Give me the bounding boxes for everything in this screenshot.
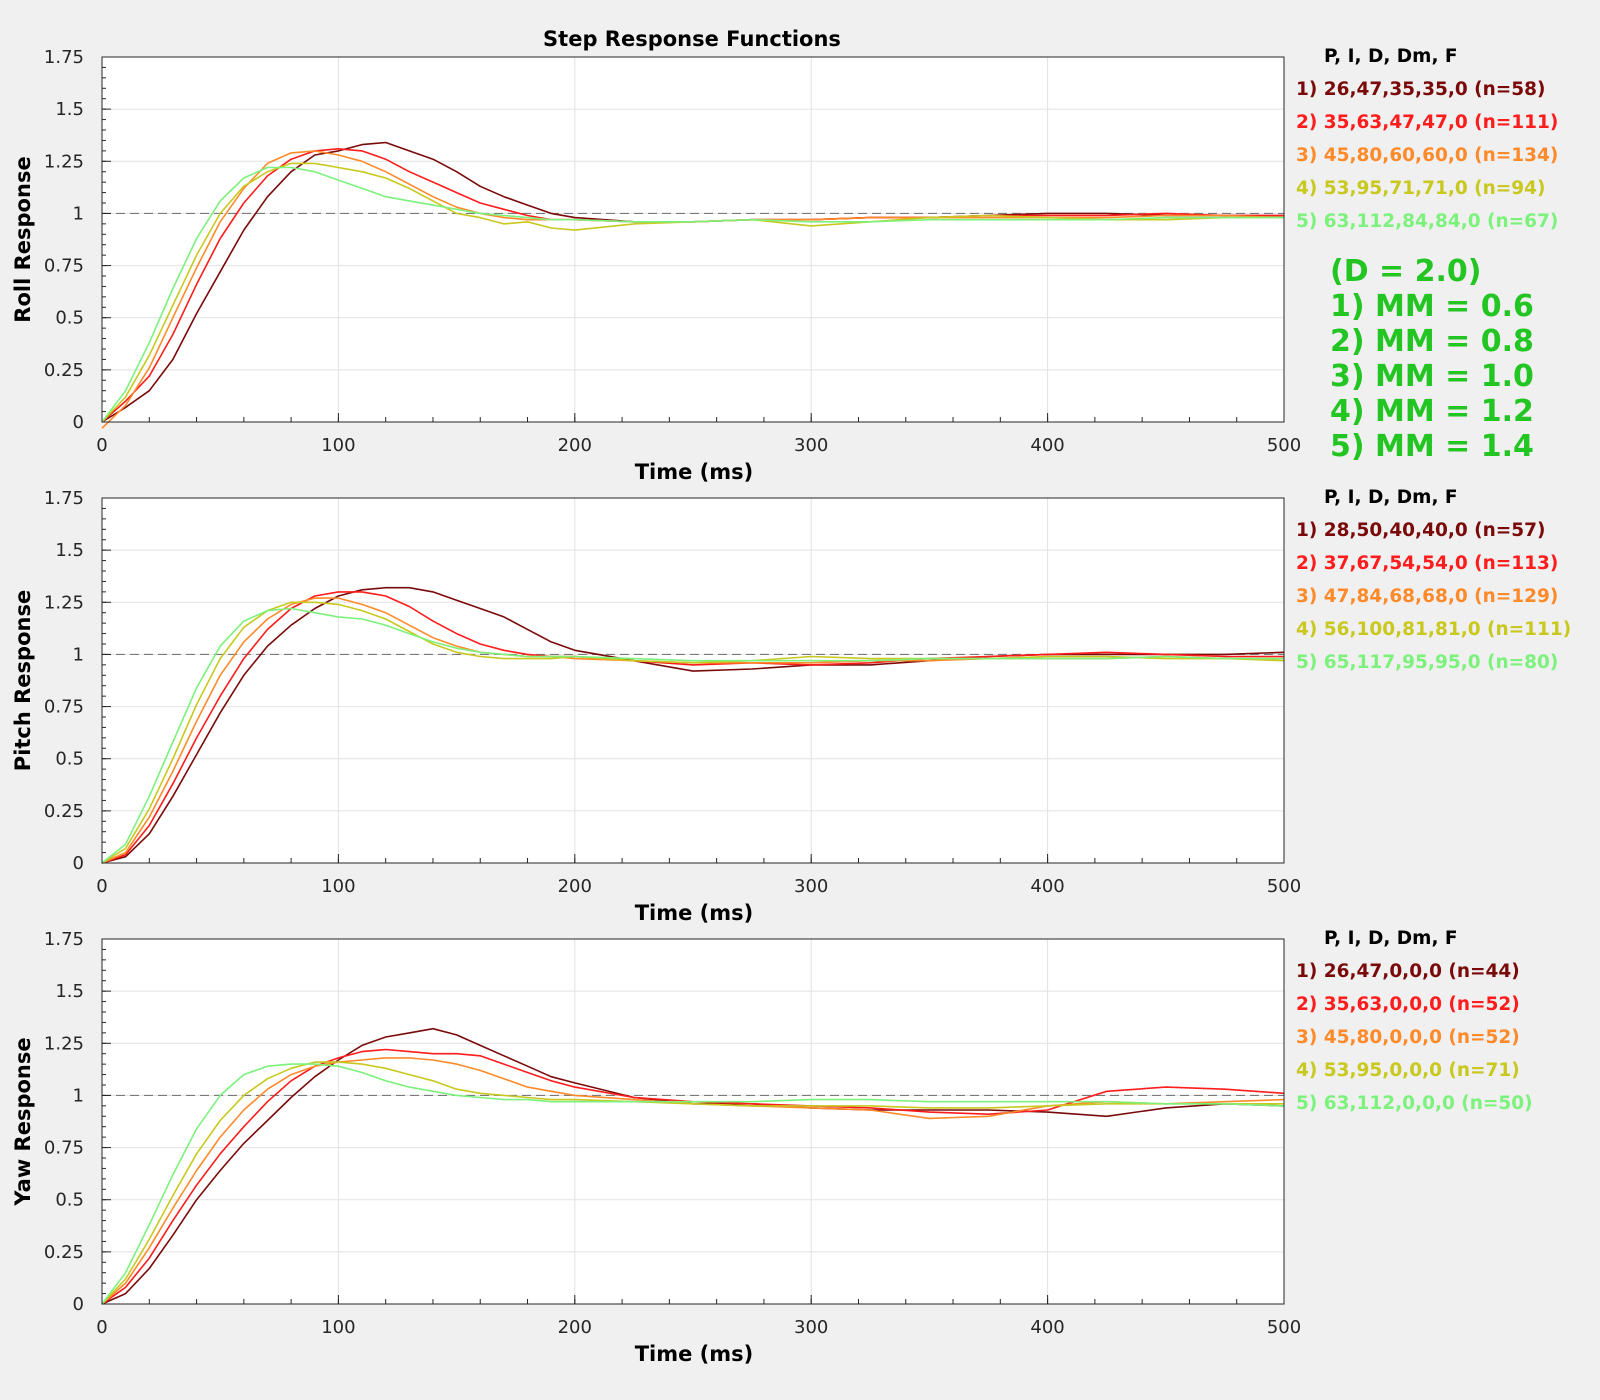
legend-pitch: P, I, D, Dm, F 1) 28,50,40,40,0 (n=57) 2… xyxy=(1296,481,1571,679)
note-line: 5) MM = 1.4 xyxy=(1330,429,1534,464)
x-axis-title: Time (ms) xyxy=(635,460,754,484)
x-tick-label: 0 xyxy=(96,1317,107,1338)
y-tick-label: 0.75 xyxy=(44,1138,84,1159)
y-tick-label: 1.25 xyxy=(44,151,84,172)
x-tick-label: 100 xyxy=(321,876,355,897)
legend-header: P, I, D, Dm, F xyxy=(1324,487,1458,508)
axes-frame xyxy=(101,938,1285,1305)
x-tick-label: 100 xyxy=(321,435,355,456)
series-line-2 xyxy=(101,1048,1285,1305)
series-line-5 xyxy=(101,607,1284,864)
y-tick-label: 1.75 xyxy=(44,488,84,509)
y-tick-label: 0.25 xyxy=(44,360,84,381)
axes-frame xyxy=(101,497,1285,864)
y-tick-label: 1.5 xyxy=(55,981,84,1002)
x-tick-label: 200 xyxy=(558,876,592,897)
y-tick-label: 0.25 xyxy=(44,801,84,822)
x-tick-label: 0 xyxy=(96,876,107,897)
series-line-3 xyxy=(101,1057,1285,1305)
legend-entry: 3) 45,80,0,0,0 (n=52) xyxy=(1296,1027,1520,1048)
x-tick-label: 500 xyxy=(1267,1317,1301,1338)
legend-header: P, I, D, Dm, F xyxy=(1324,46,1458,67)
y-tick-label: 0.25 xyxy=(44,1242,84,1263)
series-line-2 xyxy=(101,591,1284,864)
legend-header: P, I, D, Dm, F xyxy=(1324,928,1458,949)
x-tick-label: 300 xyxy=(794,435,828,456)
y-tick-label: 0.75 xyxy=(44,697,84,718)
figure-title: Step Response Functions xyxy=(543,27,841,51)
plot-area xyxy=(102,498,1284,863)
legend-entry: 5) 63,112,0,0,0 (n=50) xyxy=(1296,1093,1533,1114)
note-line: 3) MM = 1.0 xyxy=(1330,359,1534,394)
y-tick-label: 0.75 xyxy=(44,256,84,277)
x-axis-title: Time (ms) xyxy=(635,1342,754,1366)
note-line: 2) MM = 0.8 xyxy=(1330,324,1534,359)
yaw-chart: 0 100 200 300 400 500 0 0.25 0.5 0.75 1 1.25 1.5 1.75… xyxy=(11,929,1301,1366)
series-line-4 xyxy=(101,162,1284,423)
x-tick-label: 200 xyxy=(558,1317,592,1338)
x-axis-title: Time (ms) xyxy=(635,901,754,925)
legend-entry: 2) 35,63,0,0,0 (n=52) xyxy=(1296,994,1520,1015)
x-tick-label: 100 xyxy=(321,1317,355,1338)
legend-entry: 1) 26,47,35,35,0 (n=58) xyxy=(1296,79,1546,100)
legend-entry: 1) 26,47,0,0,0 (n=44) xyxy=(1296,961,1520,982)
y-tick-label: 1.75 xyxy=(44,47,84,68)
legend-entry: 1) 28,50,40,40,0 (n=57) xyxy=(1296,520,1546,541)
note-line: 4) MM = 1.2 xyxy=(1330,394,1534,429)
annotation-note: (D = 2.0) 1) MM = 0.6 2) MM = 0.8 3) MM … xyxy=(1330,254,1534,464)
plot-area xyxy=(102,939,1284,1304)
series-line-4 xyxy=(101,1061,1284,1305)
y-axis-title: Roll Response xyxy=(11,156,35,322)
note-line: (D = 2.0) xyxy=(1330,254,1482,289)
roll-chart: 0 100 200 300 400 500 0 0.25 0.5 0.75 1 1.25 1.5 1.75… xyxy=(11,47,1301,484)
pitch-chart: 0 100 200 300 400 500 0 0.25 0.5 0.75 1 1.25 1.5 1.75… xyxy=(11,488,1301,925)
y-tick-label: 1 xyxy=(73,644,84,665)
y-tick-label: 1.5 xyxy=(55,540,84,561)
x-tick-label: 0 xyxy=(96,435,107,456)
legend-entry: 4) 53,95,0,0,0 (n=71) xyxy=(1296,1060,1520,1081)
legend-yaw: P, I, D, Dm, F 1) 26,47,0,0,0 (n=44) 2) … xyxy=(1296,922,1533,1120)
y-tick-label: 1.75 xyxy=(44,929,84,950)
legend-roll: P, I, D, Dm, F 1) 26,47,35,35,0 (n=58) 2… xyxy=(1296,40,1558,238)
x-tick-label: 500 xyxy=(1267,435,1301,456)
y-tick-label: 0.5 xyxy=(55,749,84,770)
y-tick-label: 1.5 xyxy=(55,99,84,120)
y-tick-label: 1 xyxy=(73,203,84,224)
x-tick-label: 300 xyxy=(794,1317,828,1338)
legend-entry: 5) 63,112,84,84,0 (n=67) xyxy=(1296,211,1559,232)
x-tick-label: 200 xyxy=(558,435,592,456)
y-tick-label: 1.25 xyxy=(44,592,84,613)
series-line-5 xyxy=(101,1063,1285,1305)
legend-entry: 2) 35,63,47,47,0 (n=111) xyxy=(1296,112,1559,133)
legend-entry: 3) 47,84,68,68,0 (n=129) xyxy=(1296,586,1559,607)
legend-entry: 2) 37,67,54,54,0 (n=113) xyxy=(1296,553,1559,574)
y-axis-title: Yaw Response xyxy=(11,1037,35,1206)
x-tick-label: 300 xyxy=(794,876,828,897)
y-tick-label: 0.5 xyxy=(55,308,84,329)
legend-entry: 4) 56,100,81,81,0 (n=111) xyxy=(1296,619,1572,640)
y-tick-label: 0 xyxy=(73,853,84,874)
y-axis-title: Pitch Response xyxy=(11,590,35,771)
plot-area xyxy=(102,57,1284,422)
x-tick-label: 400 xyxy=(1030,876,1064,897)
x-tick-label: 400 xyxy=(1030,1317,1064,1338)
legend-entry: 4) 53,95,71,71,0 (n=94) xyxy=(1296,178,1546,199)
note-line: 1) MM = 0.6 xyxy=(1330,289,1534,324)
legend-entry: 5) 65,117,95,95,0 (n=80) xyxy=(1296,652,1559,673)
y-tick-label: 0 xyxy=(73,1294,84,1315)
legend-entry: 3) 45,80,60,60,0 (n=134) xyxy=(1296,145,1559,166)
x-tick-label: 500 xyxy=(1267,876,1301,897)
x-tick-label: 400 xyxy=(1030,435,1064,456)
axes-frame xyxy=(101,56,1285,423)
series-line-5 xyxy=(101,166,1284,423)
y-tick-label: 0 xyxy=(73,412,84,433)
y-tick-label: 1 xyxy=(73,1085,84,1106)
series-line-1 xyxy=(101,1027,1285,1305)
y-tick-label: 1.25 xyxy=(44,1033,84,1054)
y-tick-label: 0.5 xyxy=(55,1190,84,1211)
